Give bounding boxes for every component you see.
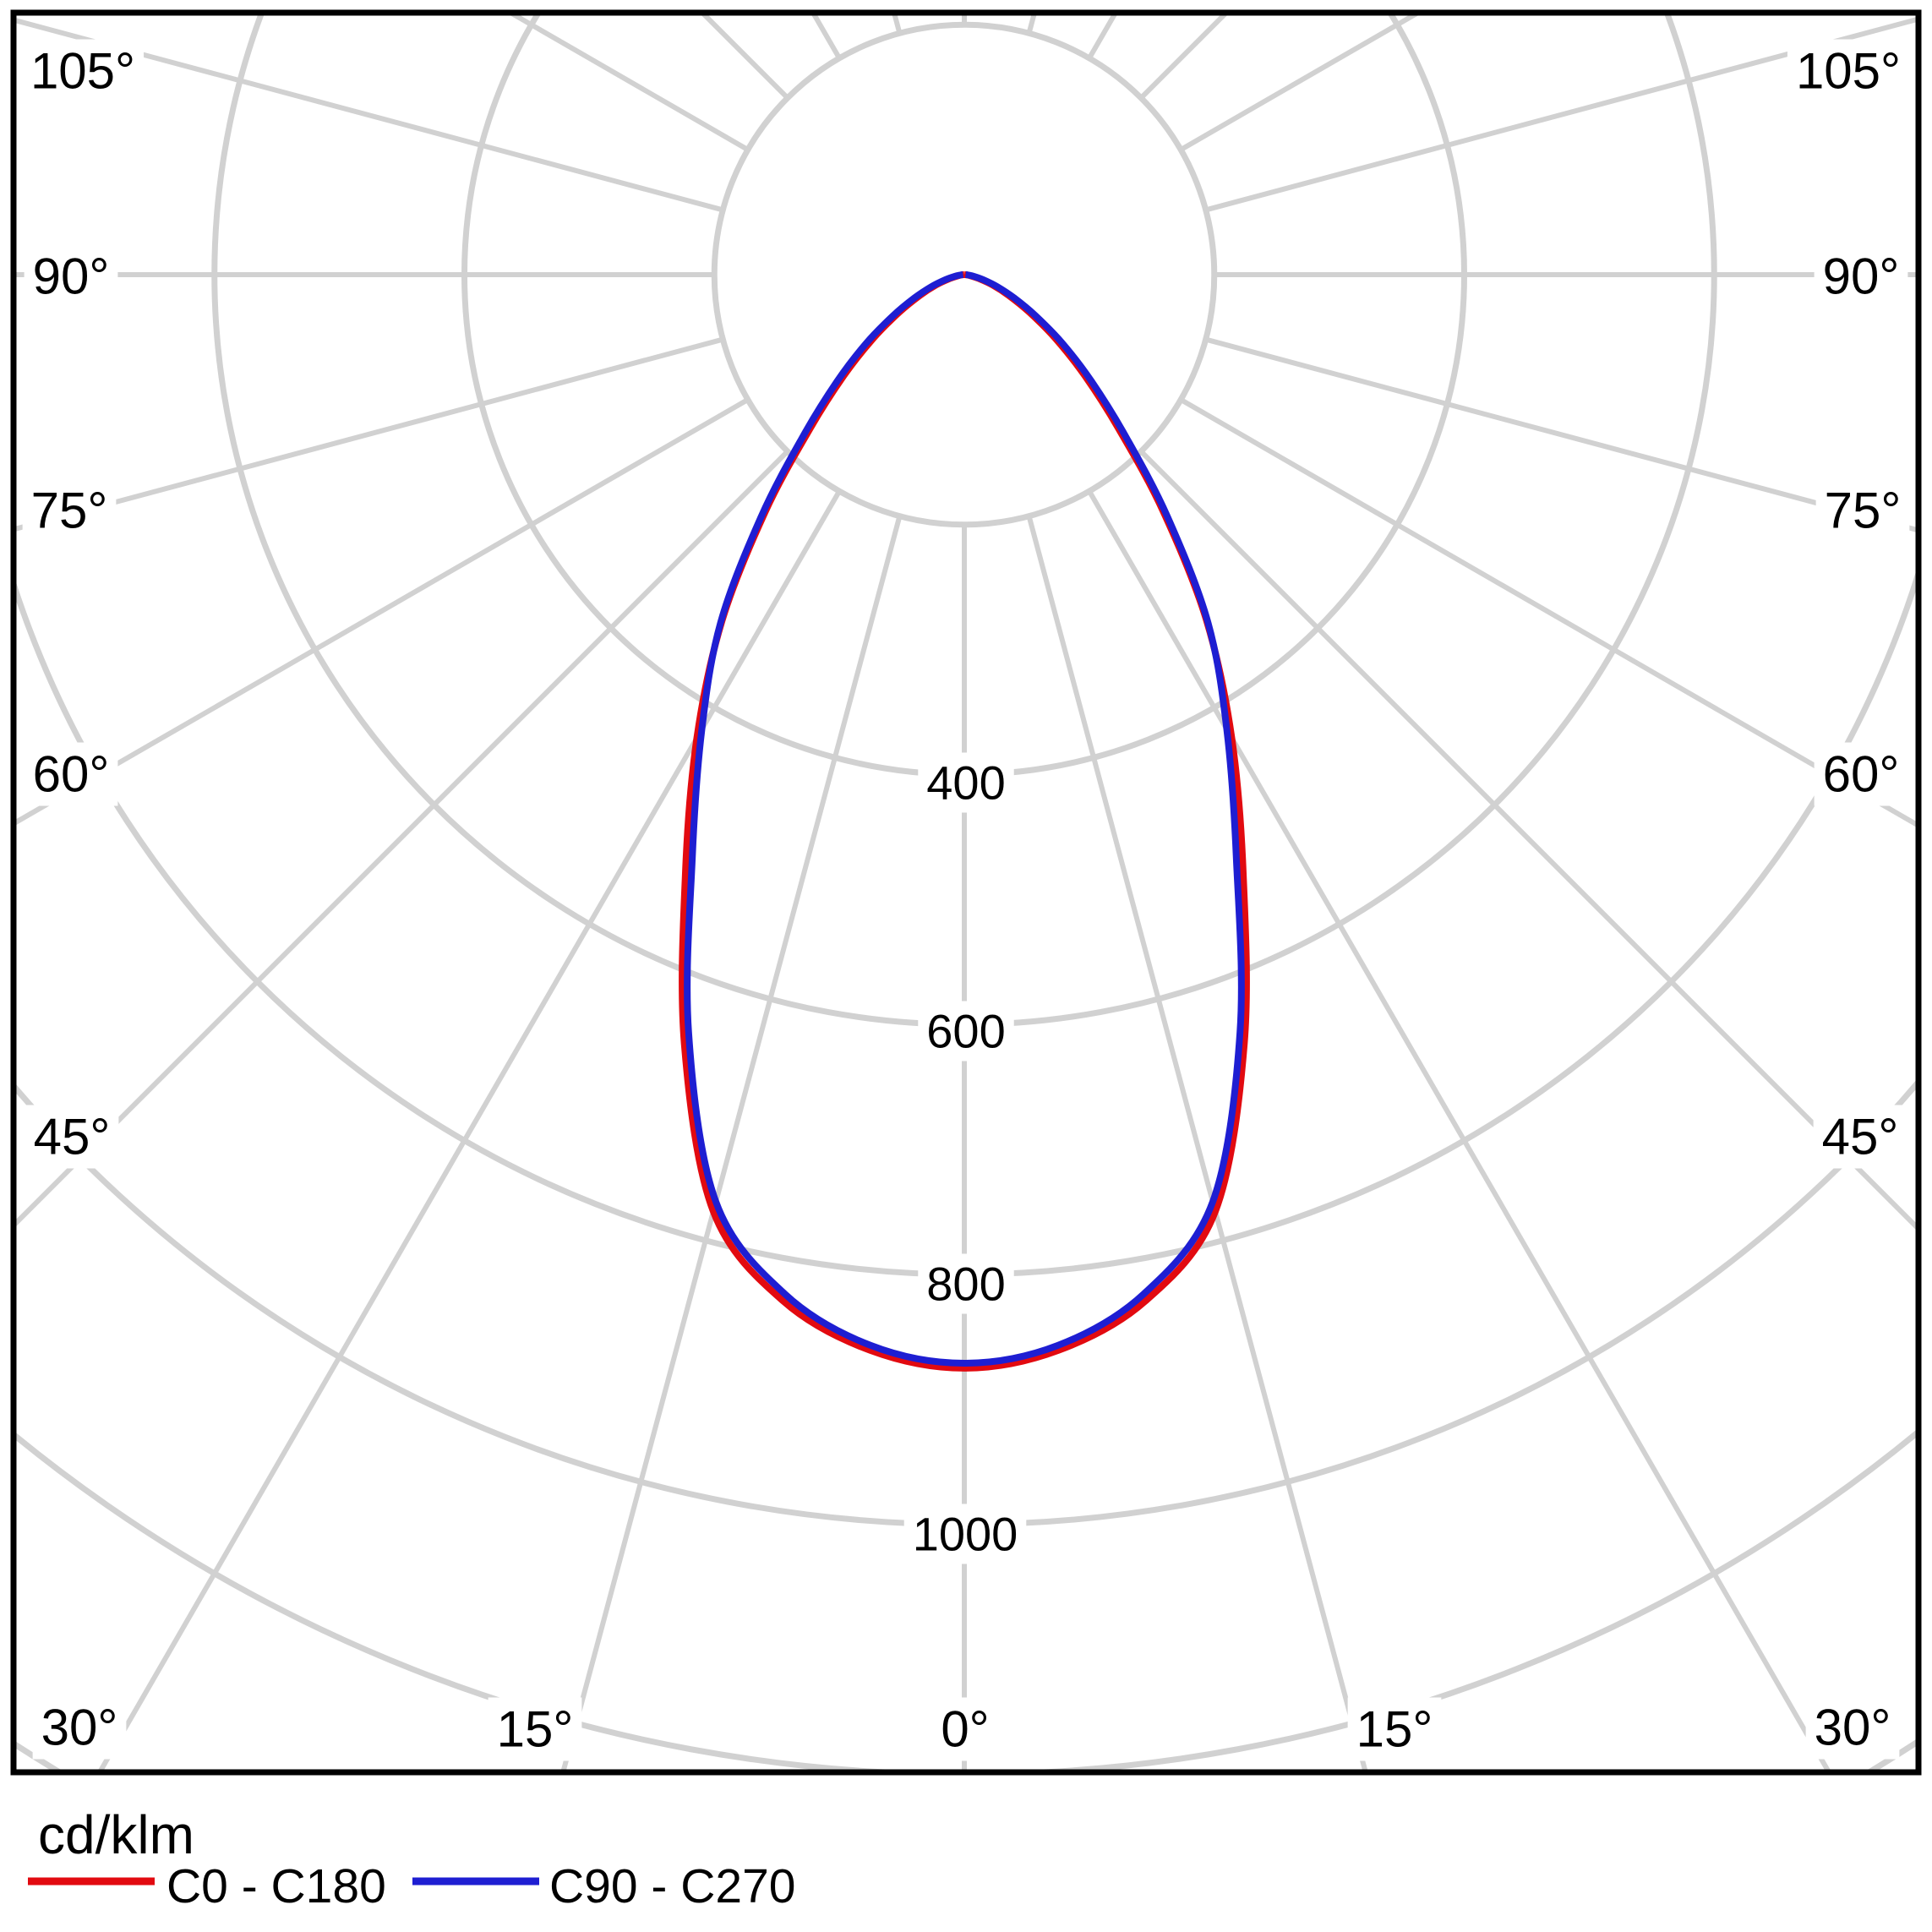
angle-tick-label: 45°: [34, 1109, 111, 1165]
legend-label-c90-c270: C90 - C270: [549, 1859, 796, 1913]
angle-tick-label-backing: [1805, 1695, 1900, 1760]
angle-tick-label: 60°: [33, 746, 110, 803]
grid-radial-line: [1087, 489, 1831, 1770]
angle-tick-label: 105°: [1796, 43, 1901, 100]
angle-tick-label: 90°: [33, 248, 110, 305]
angle-tick-label-backing: [1813, 1105, 1907, 1169]
angle-tick-label: 30°: [41, 1700, 118, 1756]
angle-tick-label: 90°: [1823, 248, 1900, 305]
angle-tick-label: 105°: [30, 43, 135, 100]
angle-tick-label-backing: [488, 1697, 582, 1761]
grid-radial-line: [1139, 450, 1916, 1230]
grid-radial-line: [16, 397, 750, 825]
plot-border: [10, 9, 1922, 1776]
angle-tick-label-backing: [932, 1697, 998, 1761]
angle-tick-label-backing: [32, 1695, 127, 1760]
angle-tick-label: 30°: [1815, 1700, 1891, 1756]
grid-radial-line: [1204, 17, 1916, 213]
curve-c90-c270: [684, 271, 1245, 1367]
angle-tick-label: 15°: [497, 1701, 574, 1758]
angle-tick-label-backing: [21, 39, 145, 103]
angle-tick-label: 45°: [1822, 1109, 1899, 1165]
angle-tick-label: 15°: [1356, 1701, 1433, 1758]
grid-radial-line: [1179, 397, 1916, 827]
grid-radial-line: [561, 515, 903, 1770]
legend: cd/klm C0 - C180 C90 - C270: [28, 1804, 796, 1913]
angle-tick-label: 60°: [1823, 746, 1900, 803]
grid-radial-line: [1026, 515, 1367, 1770]
angle-tick-label: 75°: [1825, 483, 1902, 539]
legend-label-c0-c180: C0 - C180: [166, 1859, 386, 1913]
angle-tick-label-backing: [1787, 39, 1910, 103]
radial-tick-label: 800: [926, 1258, 1005, 1311]
angle-tick-label-backing: [1814, 244, 1908, 308]
angle-tick-label: 75°: [31, 483, 108, 539]
tick-labels: 105° 90° 75° 60° 45° 30° 15° 0° 15° 30° 45° 60° 75° 9…: [21, 39, 1910, 1761]
radial-tick-label-backing: [918, 752, 1014, 813]
angle-tick-label-backing: [25, 1105, 119, 1169]
angle-tick-label-backing: [1347, 1697, 1442, 1761]
radial-tick-label: 400: [926, 756, 1005, 810]
angle-tick-label-backing: [1815, 478, 1910, 543]
angle-tick-label-backing: [1814, 742, 1908, 806]
legend-title: cd/klm: [38, 1804, 194, 1865]
angle-tick-label-backing: [24, 244, 118, 308]
grid-radial-line: [16, 18, 724, 213]
radial-tick-label-backing: [918, 1001, 1014, 1062]
grid-radial-line: [16, 450, 789, 1226]
radial-tick-label-backing: [918, 1253, 1014, 1314]
radial-tick-label: 1000: [913, 1508, 1018, 1561]
angle-tick-label-backing: [22, 478, 117, 543]
grid-radial-line: [1204, 336, 1916, 532]
radial-tick-label-backing: [903, 1504, 1027, 1564]
grid-radial-line: [16, 336, 724, 532]
radial-tick-label: 600: [926, 1005, 1005, 1058]
angle-tick-label-backing: [24, 742, 118, 806]
intensity-curves: [679, 271, 1250, 1372]
angle-tick-label: 0°: [941, 1701, 989, 1758]
grid-radial-line: [98, 489, 842, 1770]
